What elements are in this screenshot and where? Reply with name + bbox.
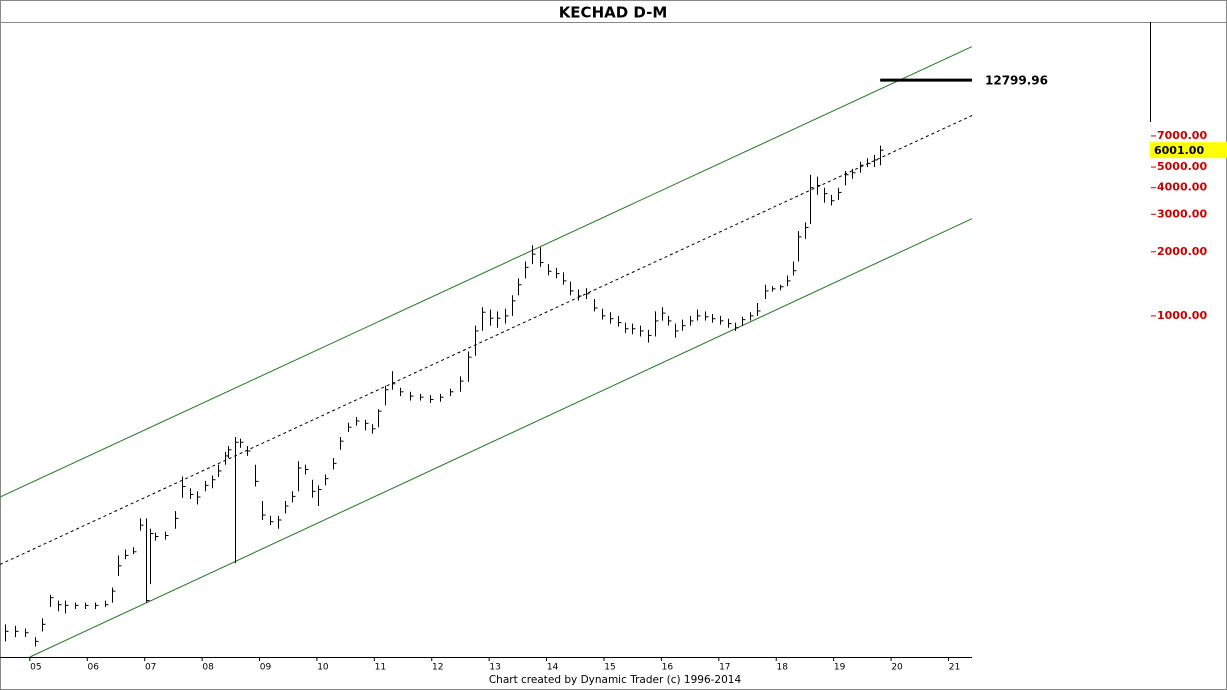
y-tick-label: 1000.00 [1157,309,1207,322]
x-tick-label: 15 [604,663,615,673]
channel-line [0,46,973,498]
x-tick-label: 05 [30,663,41,673]
x-tick-label: 12 [432,663,443,673]
x-tick-label: 19 [834,663,846,673]
x-tick-label: 18 [776,663,788,673]
last-price-label: 6001.00 [1154,144,1204,157]
x-tick-label: 06 [88,663,100,673]
y-tick-label: 2000.00 [1157,245,1207,258]
x-tick-label: 21 [949,663,960,673]
x-tick-label: 11 [375,663,386,673]
x-tick-label: 13 [489,663,500,673]
y-tick-label: 5000.00 [1157,160,1207,173]
x-tick-label: 20 [891,663,903,673]
x-tick-label: 07 [145,663,156,673]
y-tick-label: 7000.00 [1157,129,1207,142]
x-tick-label: 10 [317,663,329,673]
x-tick-label: 17 [719,663,730,673]
y-tick-label: 4000.00 [1157,181,1207,194]
last-price-box [1150,142,1227,159]
x-tick-label: 09 [260,663,272,673]
x-tick-label: 14 [547,663,559,673]
channel-line [0,115,973,565]
level-label: 12799.96 [985,74,1048,88]
x-tick-label: 08 [202,663,214,673]
x-tick-label: 16 [662,663,674,673]
channel-line [29,218,973,658]
y-tick-label: 3000.00 [1157,207,1207,220]
footer: Chart created by Dynamic Trader (c) 1996… [489,674,742,686]
chart-title: KECHAD D-M [559,4,668,22]
